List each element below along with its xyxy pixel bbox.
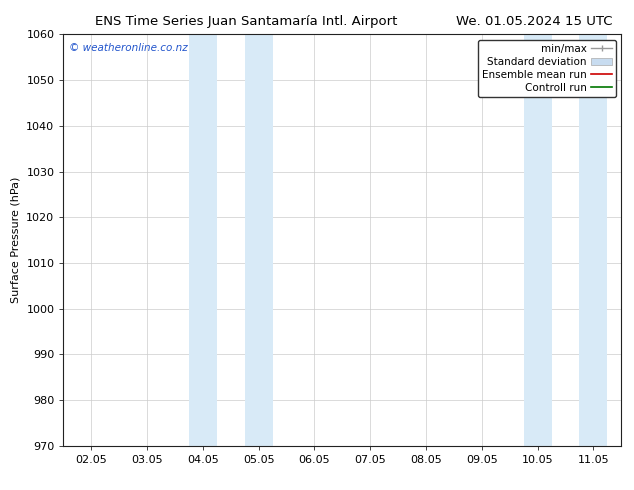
Bar (524, 34, 552, 446)
Legend: min/max, Standard deviation, Ensemble mean run, Controll run: min/max, Standard deviation, Ensemble me… (478, 40, 616, 97)
Bar (189, 34, 217, 446)
Text: ENS Time Series Juan Santamaría Intl. Airport: ENS Time Series Juan Santamaría Intl. Ai… (95, 15, 398, 28)
Bar (245, 34, 273, 446)
Bar (579, 34, 607, 446)
Y-axis label: Surface Pressure (hPa): Surface Pressure (hPa) (11, 177, 21, 303)
Text: We. 01.05.2024 15 UTC: We. 01.05.2024 15 UTC (456, 15, 613, 28)
Text: © weatheronline.co.nz: © weatheronline.co.nz (69, 43, 188, 52)
